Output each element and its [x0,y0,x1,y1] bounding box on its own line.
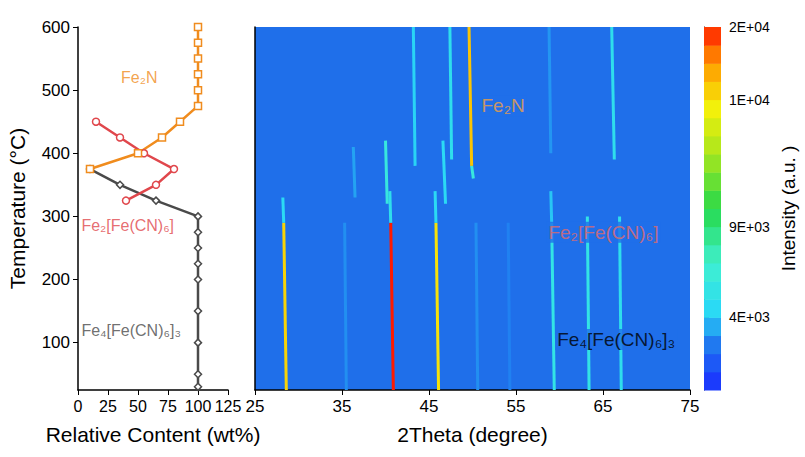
svg-text:Temperature (°C): Temperature (°C) [6,128,29,289]
svg-text:Intensity (a.u. ): Intensity (a.u. ) [778,146,799,272]
svg-text:2E+04: 2E+04 [729,19,770,35]
svg-text:Fe₂N: Fe₂N [481,95,524,116]
svg-text:75: 75 [681,397,700,416]
svg-text:600: 600 [42,18,70,37]
svg-text:200: 200 [42,270,70,289]
svg-text:Fe₄[Fe(CN)₆]₃: Fe₄[Fe(CN)₆]₃ [81,322,180,339]
svg-text:4E+03: 4E+03 [729,309,770,325]
svg-text:25: 25 [99,398,117,415]
svg-text:35: 35 [333,397,352,416]
svg-text:1E+04: 1E+04 [729,92,770,108]
svg-text:50: 50 [129,398,147,415]
svg-text:400: 400 [42,144,70,163]
svg-text:Fe₄[Fe(CN)₆]₃: Fe₄[Fe(CN)₆]₃ [557,329,675,350]
svg-text:100: 100 [42,333,70,352]
svg-text:Relative Content (wt%): Relative Content (wt%) [46,423,261,446]
svg-text:25: 25 [246,397,265,416]
svg-text:Fe₂N: Fe₂N [121,69,157,86]
svg-text:Fe₂[Fe(CN)₆]: Fe₂[Fe(CN)₆] [548,222,658,243]
svg-text:65: 65 [594,397,613,416]
svg-text:500: 500 [42,81,70,100]
svg-text:9E+03: 9E+03 [729,219,770,235]
svg-text:Fe₂[Fe(CN)₆]: Fe₂[Fe(CN)₆] [81,217,174,234]
svg-text:2Theta (degree): 2Theta (degree) [397,423,548,446]
svg-text:0: 0 [74,398,83,415]
svg-text:125: 125 [215,398,242,415]
svg-text:300: 300 [42,207,70,226]
svg-text:75: 75 [159,398,177,415]
svg-text:100: 100 [185,398,212,415]
svg-text:45: 45 [420,397,439,416]
svg-text:55: 55 [507,397,526,416]
